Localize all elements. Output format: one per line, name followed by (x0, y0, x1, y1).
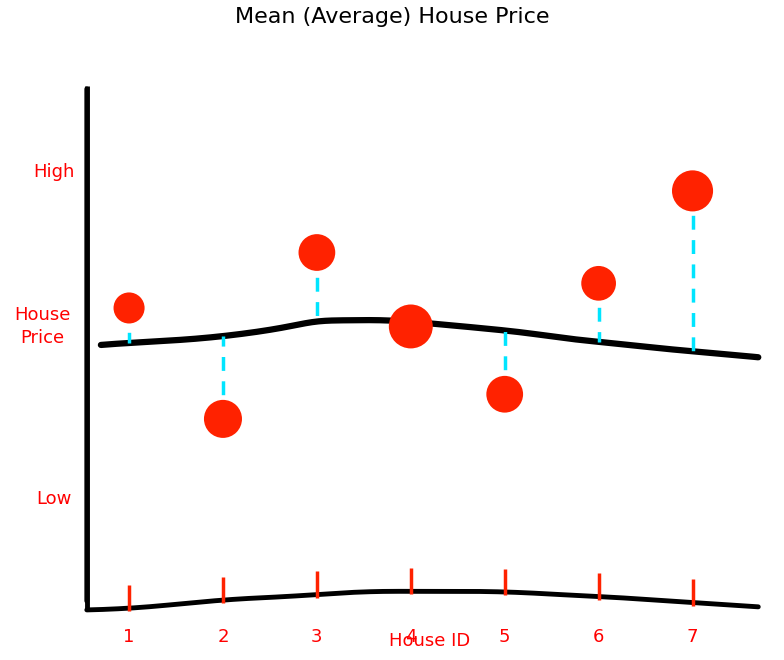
Point (123, 303, 136, 313)
Point (686, 185, 699, 196)
Text: High: High (33, 164, 74, 182)
Point (593, 278, 605, 288)
Text: 3: 3 (311, 628, 323, 646)
Text: 2: 2 (217, 628, 229, 646)
Text: 6: 6 (593, 628, 604, 646)
Text: 1: 1 (123, 628, 135, 646)
Point (216, 414, 229, 424)
Text: House
Price: House Price (14, 306, 71, 347)
Text: Low: Low (36, 490, 71, 508)
Point (499, 389, 511, 399)
Text: 5: 5 (499, 628, 510, 646)
Text: 4: 4 (405, 628, 416, 646)
Text: 7: 7 (687, 628, 699, 646)
Point (310, 248, 323, 258)
Text: House ID: House ID (389, 632, 470, 650)
Title: Mean (Average) House Price: Mean (Average) House Price (234, 7, 550, 27)
Point (405, 321, 417, 332)
